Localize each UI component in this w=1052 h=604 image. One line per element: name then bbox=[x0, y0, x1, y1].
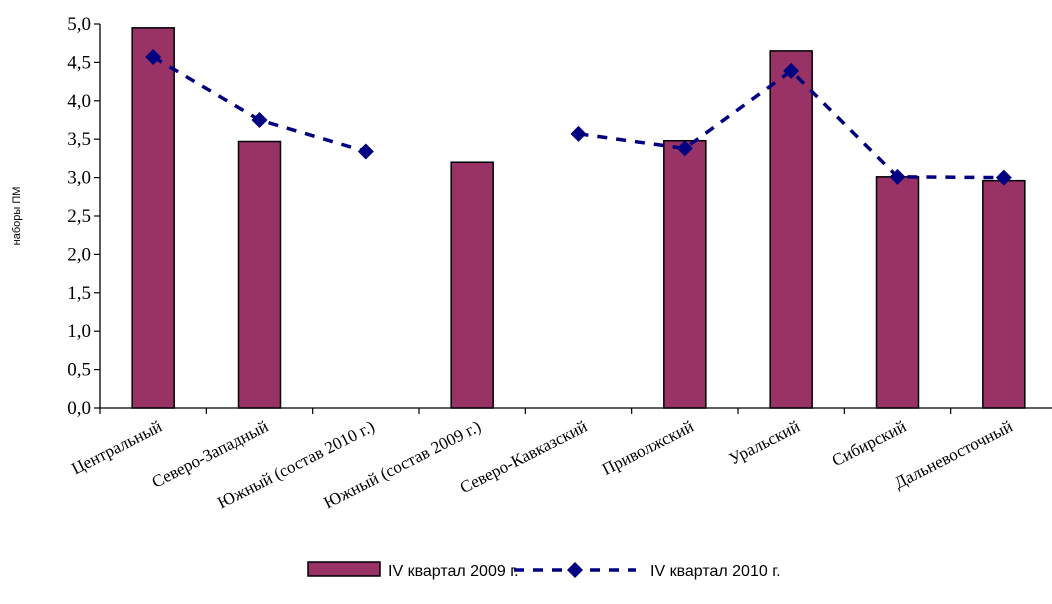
x-tick-label: Дальневосточный bbox=[891, 417, 1015, 493]
legend-label: IV квартал 2009 г. bbox=[388, 563, 519, 580]
line-point bbox=[570, 125, 587, 142]
bar bbox=[769, 50, 813, 409]
x-tick-label: Приволжский bbox=[599, 417, 697, 479]
y-tick-label: 4,5 bbox=[67, 52, 91, 73]
line-point bbox=[145, 49, 162, 66]
bar bbox=[450, 161, 494, 409]
y-tick-label: 3,0 bbox=[67, 168, 91, 189]
x-tick-label: Уральский bbox=[726, 417, 803, 469]
y-tick-label: 4,0 bbox=[67, 91, 91, 112]
legend-bar-swatch bbox=[307, 561, 381, 577]
y-tick-label: 1,0 bbox=[67, 321, 91, 342]
x-tick-label: Сибирский bbox=[829, 417, 910, 471]
line-point bbox=[251, 112, 268, 128]
bar bbox=[237, 140, 282, 409]
line-point bbox=[676, 140, 693, 157]
y-axis-label: наборы ПМ bbox=[11, 187, 23, 246]
line-segment bbox=[152, 55, 367, 154]
y-tick-label: 2,0 bbox=[67, 244, 91, 265]
legend: IV квартал 2009 г. IV квартал 2010 г. bbox=[307, 561, 781, 580]
legend-label: IV квартал 2010 г. bbox=[650, 563, 781, 580]
legend-marker bbox=[567, 562, 583, 578]
line-point bbox=[889, 168, 906, 185]
bar bbox=[663, 139, 707, 409]
tick-labels: 0,0 0,5 1,0 1,5 2,0 2,5 3,0 3,5 4,0 4,5 5,0 bbox=[67, 14, 91, 419]
bar bbox=[982, 179, 1026, 409]
line-series bbox=[145, 49, 1012, 186]
bar bbox=[131, 27, 175, 409]
y-tick-label: 0,5 bbox=[67, 360, 91, 381]
y-tick-label: 0,0 bbox=[67, 398, 91, 419]
bar-series bbox=[131, 27, 1026, 409]
bar bbox=[875, 176, 920, 409]
y-tick-label: 5,0 bbox=[67, 14, 91, 35]
y-tick-label: 3,5 bbox=[67, 129, 91, 150]
line-point bbox=[783, 62, 800, 79]
line-point bbox=[995, 169, 1012, 186]
y-tick-label: 1,5 bbox=[67, 283, 91, 304]
line-point bbox=[357, 143, 374, 160]
y-tick-label: 2,5 bbox=[67, 206, 91, 227]
x-tick-label: Центральный bbox=[68, 417, 164, 479]
line-segment bbox=[578, 68, 1004, 180]
